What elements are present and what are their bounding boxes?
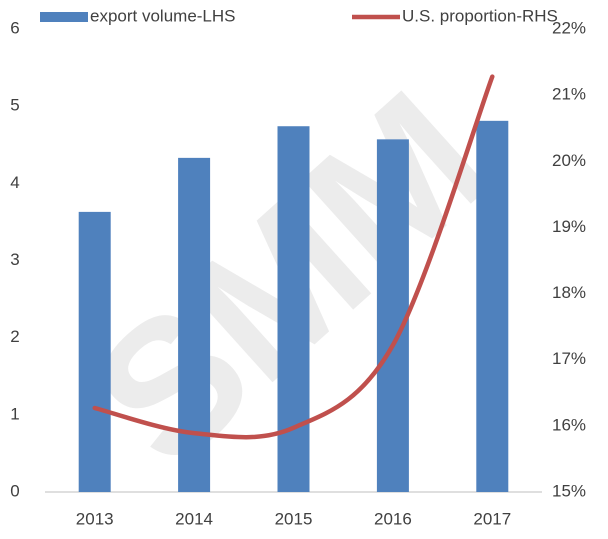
- y-tick-label: 4: [10, 173, 19, 192]
- y2-tick-label: 20%: [552, 151, 586, 170]
- x-tick-label: 2013: [76, 509, 114, 528]
- line: [92, 74, 495, 440]
- bar: [277, 126, 310, 492]
- x-tick-label: 2015: [275, 509, 313, 528]
- y2-tick-label: 21%: [552, 85, 586, 104]
- legend-label: export volume-LHS: [90, 6, 236, 25]
- bar: [476, 120, 509, 492]
- y-tick-label: 0: [10, 481, 19, 500]
- y-tick-label: 2: [10, 327, 19, 346]
- y2-tick-label: 16%: [552, 415, 586, 434]
- x-tick-label: 2017: [473, 509, 511, 528]
- bar: [376, 139, 409, 492]
- bar: [78, 211, 111, 492]
- y-tick-label: 3: [10, 250, 19, 269]
- y2-tick-label: 15%: [552, 481, 586, 500]
- y2-tick-label: 18%: [552, 283, 586, 302]
- x-tick-label: 2014: [175, 509, 213, 528]
- legend-label: U.S. proportion-RHS: [402, 6, 558, 25]
- legend-swatch: [40, 12, 88, 22]
- y2-tick-label: 17%: [552, 349, 586, 368]
- x-tick-label: 2016: [374, 509, 412, 528]
- y-tick-label: 1: [10, 404, 19, 423]
- bar: [178, 157, 211, 492]
- y2-tick-label: 22%: [552, 18, 586, 37]
- y2-tick-label: 19%: [552, 217, 586, 236]
- y-tick-label: 6: [10, 18, 19, 37]
- y-tick-label: 5: [10, 96, 19, 115]
